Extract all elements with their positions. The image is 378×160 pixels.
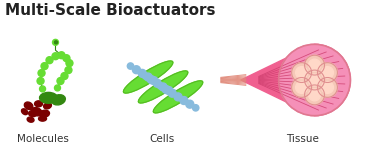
Circle shape (308, 74, 321, 86)
Text: Molecules: Molecules (17, 134, 68, 144)
Circle shape (54, 41, 57, 44)
Circle shape (165, 87, 173, 95)
Ellipse shape (138, 71, 188, 103)
Circle shape (66, 60, 73, 67)
Ellipse shape (124, 61, 173, 93)
Circle shape (163, 85, 169, 91)
Circle shape (54, 85, 60, 91)
Circle shape (318, 63, 338, 82)
Circle shape (46, 57, 53, 64)
Circle shape (38, 70, 45, 76)
Ellipse shape (27, 117, 34, 122)
Circle shape (296, 67, 308, 79)
Circle shape (305, 85, 324, 105)
Circle shape (305, 55, 324, 75)
Ellipse shape (52, 95, 65, 105)
Circle shape (147, 76, 155, 84)
Circle shape (171, 90, 179, 98)
Ellipse shape (34, 101, 43, 107)
Circle shape (159, 83, 167, 91)
Circle shape (318, 78, 338, 97)
Circle shape (162, 86, 170, 93)
Circle shape (65, 67, 72, 74)
Circle shape (153, 79, 161, 87)
Circle shape (308, 59, 321, 71)
Ellipse shape (29, 111, 37, 117)
Circle shape (40, 86, 45, 92)
Circle shape (138, 69, 146, 77)
Ellipse shape (40, 110, 50, 117)
Ellipse shape (153, 81, 203, 113)
Ellipse shape (31, 108, 42, 116)
Circle shape (322, 67, 333, 79)
Circle shape (186, 100, 194, 108)
Ellipse shape (39, 116, 46, 121)
Circle shape (292, 63, 311, 82)
Circle shape (144, 73, 152, 81)
Circle shape (279, 44, 350, 116)
Circle shape (53, 39, 59, 45)
Circle shape (157, 83, 164, 89)
Circle shape (132, 66, 140, 74)
Circle shape (308, 89, 321, 101)
Circle shape (58, 52, 65, 59)
Text: Cells: Cells (149, 134, 175, 144)
Circle shape (61, 73, 68, 80)
Circle shape (127, 63, 134, 69)
Circle shape (322, 81, 333, 93)
Ellipse shape (24, 102, 33, 109)
Ellipse shape (40, 92, 57, 103)
Circle shape (296, 81, 308, 93)
Circle shape (174, 93, 182, 101)
Circle shape (292, 78, 311, 97)
Circle shape (305, 70, 324, 90)
Ellipse shape (43, 103, 51, 109)
Circle shape (156, 80, 164, 88)
Circle shape (37, 78, 44, 84)
Circle shape (178, 95, 184, 101)
Circle shape (150, 77, 158, 85)
Text: Multi-Scale Bioactuators: Multi-Scale Bioactuators (5, 3, 215, 18)
Circle shape (180, 96, 188, 104)
Circle shape (142, 73, 149, 79)
Circle shape (52, 53, 59, 60)
Circle shape (168, 89, 176, 97)
Text: Tissue: Tissue (286, 134, 319, 144)
Ellipse shape (22, 109, 28, 115)
Polygon shape (241, 44, 350, 116)
Circle shape (63, 55, 70, 62)
Circle shape (192, 105, 199, 111)
Circle shape (41, 63, 48, 70)
Circle shape (57, 78, 64, 84)
